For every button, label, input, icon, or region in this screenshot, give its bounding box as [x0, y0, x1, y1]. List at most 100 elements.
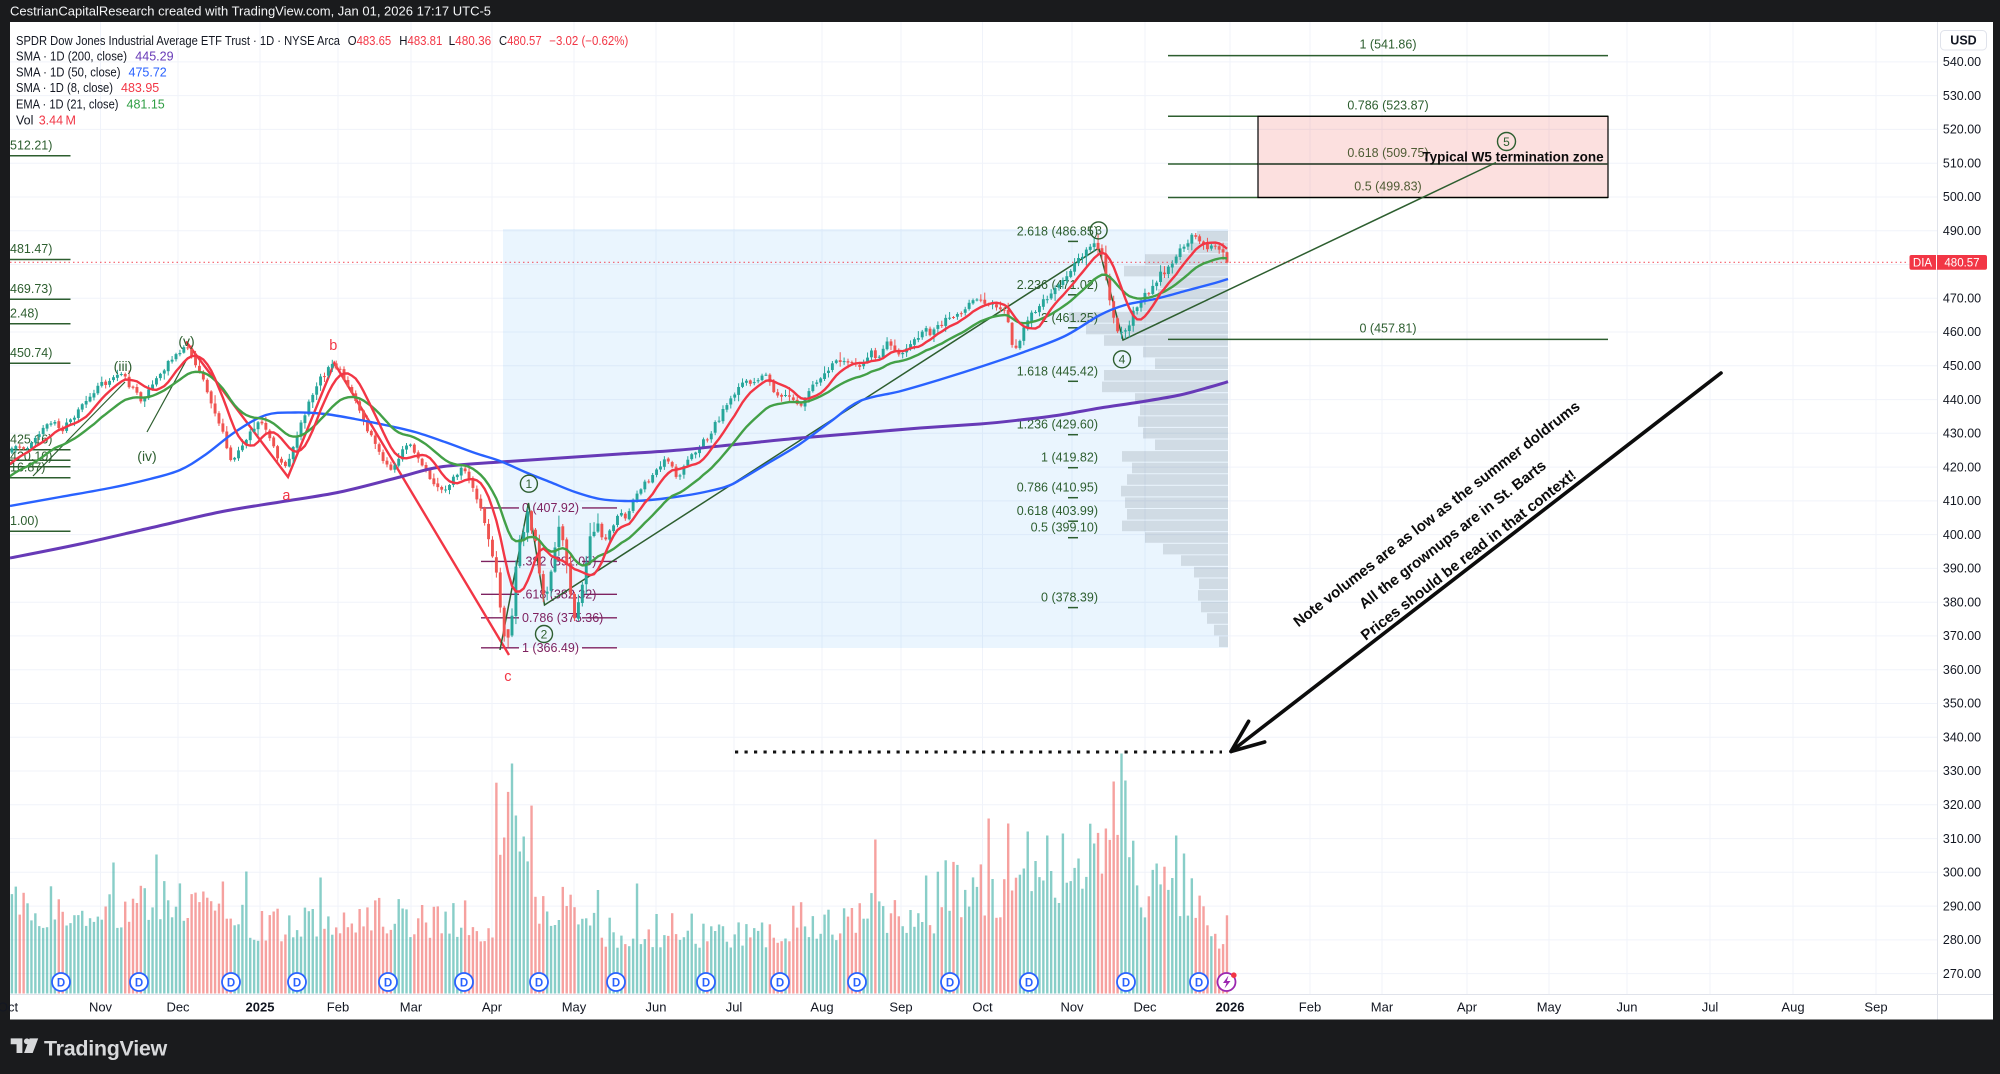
svg-text:May: May [562, 1000, 587, 1015]
svg-text:DIA: DIA [1913, 257, 1933, 269]
svg-text:Oct: Oct [972, 1000, 993, 1015]
svg-text:0 (457.81): 0 (457.81) [1360, 321, 1417, 335]
svg-text:SMA · 1D (50, close): SMA · 1D (50, close) [16, 66, 121, 80]
svg-text:500.00: 500.00 [1943, 190, 1981, 204]
svg-text:5: 5 [1503, 135, 1510, 149]
svg-text:320.00: 320.00 [1943, 798, 1981, 812]
svg-text:420.00: 420.00 [1943, 460, 1981, 474]
svg-text:470.00: 470.00 [1943, 292, 1981, 306]
svg-text:CestrianCapitalResearch create: CestrianCapitalResearch created with Tra… [10, 4, 491, 19]
svg-text:D: D [1025, 977, 1033, 989]
svg-text:4: 4 [1119, 353, 1126, 367]
svg-text:540.00: 540.00 [1943, 55, 1981, 69]
svg-text:C480.57: C480.57 [499, 34, 542, 48]
svg-text:310.00: 310.00 [1943, 832, 1981, 846]
svg-text:a: a [282, 488, 291, 504]
svg-text:c: c [504, 669, 511, 685]
svg-text:D: D [460, 977, 468, 989]
svg-text:460.00: 460.00 [1943, 325, 1981, 339]
svg-text:b: b [329, 338, 337, 354]
svg-text:1.618 (445.42): 1.618 (445.42) [1017, 364, 1098, 378]
svg-text:0.5 (399.10): 0.5 (399.10) [1031, 521, 1098, 535]
svg-text:1 (419.82): 1 (419.82) [1041, 451, 1098, 465]
svg-text:410.00: 410.00 [1943, 494, 1981, 508]
svg-text:481.15: 481.15 [127, 98, 165, 112]
svg-text:Feb: Feb [1299, 1000, 1321, 1015]
svg-text:Jun: Jun [646, 1000, 667, 1015]
svg-text:D: D [1195, 977, 1203, 989]
svg-text:360.00: 360.00 [1943, 663, 1981, 677]
svg-text:(v): (v) [178, 333, 194, 349]
svg-text:530.00: 530.00 [1943, 89, 1981, 103]
svg-text:469.73): 469.73) [10, 282, 52, 296]
svg-text:0.5 (499.83): 0.5 (499.83) [1354, 180, 1421, 194]
svg-text:512.21): 512.21) [10, 138, 52, 152]
svg-text:D: D [135, 977, 143, 989]
svg-text:450.74): 450.74) [10, 346, 52, 360]
svg-text:.618 (382.32): .618 (382.32) [522, 587, 596, 601]
svg-text:3: 3 [1095, 224, 1102, 238]
svg-text:1.236 (429.60): 1.236 (429.60) [1017, 418, 1098, 432]
svg-text:445.29: 445.29 [135, 50, 173, 64]
svg-text:400.00: 400.00 [1943, 528, 1981, 542]
svg-text:USD: USD [1950, 34, 1976, 48]
svg-text:280.00: 280.00 [1943, 933, 1981, 947]
svg-text:490.00: 490.00 [1943, 224, 1981, 238]
svg-text:Nov: Nov [1060, 1000, 1084, 1015]
svg-text:D: D [946, 977, 954, 989]
svg-text:Jul: Jul [726, 1000, 743, 1015]
svg-text:Typical W5 termination zone: Typical W5 termination zone [1422, 150, 1604, 165]
svg-text:370.00: 370.00 [1943, 629, 1981, 643]
svg-text:D: D [227, 977, 235, 989]
svg-text:340.00: 340.00 [1943, 731, 1981, 745]
svg-text:L480.36: L480.36 [449, 34, 492, 48]
svg-text:510.00: 510.00 [1943, 156, 1981, 170]
svg-text:Sep: Sep [889, 1000, 912, 1015]
svg-text:2.236 (471.02): 2.236 (471.02) [1017, 278, 1098, 292]
svg-text:Jul: Jul [1702, 1000, 1719, 1015]
svg-text:SMA · 1D (200, close): SMA · 1D (200, close) [16, 50, 127, 64]
svg-text:D: D [702, 977, 710, 989]
svg-text:1 (366.49): 1 (366.49) [522, 641, 579, 655]
svg-text:483.95: 483.95 [121, 81, 159, 95]
svg-text:270.00: 270.00 [1943, 967, 1981, 981]
svg-text:2 (461.25): 2 (461.25) [1041, 311, 1098, 325]
svg-text:(iii): (iii) [114, 358, 133, 374]
svg-text:1.00): 1.00) [10, 514, 39, 528]
svg-text:330.00: 330.00 [1943, 764, 1981, 778]
svg-text:2: 2 [541, 627, 548, 641]
svg-text:0.786 (410.95): 0.786 (410.95) [1017, 481, 1098, 495]
svg-text:0.618 (509.75): 0.618 (509.75) [1347, 146, 1428, 160]
svg-text:Aug: Aug [810, 1000, 833, 1015]
svg-text:480.57: 480.57 [1944, 257, 1979, 269]
svg-text:Sep: Sep [1864, 1000, 1887, 1015]
svg-text:430.00: 430.00 [1943, 427, 1981, 441]
svg-text:Feb: Feb [327, 1000, 349, 1015]
svg-text:390.00: 390.00 [1943, 562, 1981, 576]
svg-text:440.00: 440.00 [1943, 393, 1981, 407]
svg-text:2.48): 2.48) [10, 306, 39, 320]
svg-text:D: D [535, 977, 543, 989]
svg-text:1 (541.86): 1 (541.86) [1360, 38, 1417, 52]
svg-text:0.786 (375.36): 0.786 (375.36) [522, 611, 603, 625]
svg-text:520.00: 520.00 [1943, 123, 1981, 137]
svg-text:1: 1 [526, 477, 533, 491]
svg-text:D: D [293, 977, 301, 989]
svg-text:D: D [612, 977, 620, 989]
svg-text:D: D [853, 977, 861, 989]
svg-text:Aug: Aug [1781, 1000, 1804, 1015]
svg-text:290.00: 290.00 [1943, 899, 1981, 913]
svg-text:(iv): (iv) [137, 448, 156, 464]
svg-text:2026: 2026 [1216, 1000, 1245, 1015]
svg-text:TradingView: TradingView [44, 1037, 168, 1061]
svg-text:Jun: Jun [1617, 1000, 1638, 1015]
svg-text:−3.02 (−0.62%): −3.02 (−0.62%) [549, 34, 628, 48]
svg-text:Mar: Mar [400, 1000, 423, 1015]
svg-text:SPDR Dow Jones Industrial Aver: SPDR Dow Jones Industrial Average ETF Tr… [16, 34, 340, 48]
svg-text:D: D [57, 977, 65, 989]
svg-text:D: D [384, 977, 392, 989]
svg-text:Dec: Dec [1133, 1000, 1157, 1015]
svg-text:May: May [1537, 1000, 1562, 1015]
svg-text:350.00: 350.00 [1943, 697, 1981, 711]
svg-text:475.72: 475.72 [129, 66, 167, 80]
